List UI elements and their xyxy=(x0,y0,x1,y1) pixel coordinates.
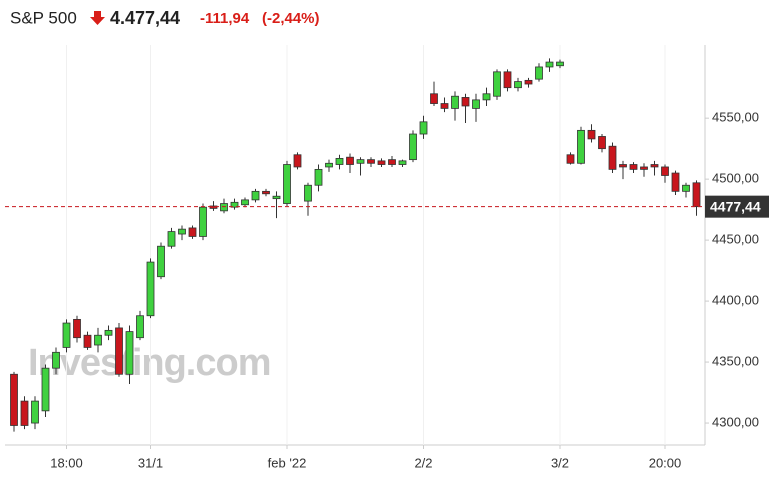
index-name: S&P 500 xyxy=(10,8,77,27)
change-pct: (-2,44%) xyxy=(262,10,320,27)
candle-body xyxy=(104,329,113,336)
candle-body xyxy=(661,166,669,176)
candle-body xyxy=(230,201,239,208)
y-tick-label: 4500,00 xyxy=(712,171,759,186)
candle-body xyxy=(325,162,333,168)
candle-body xyxy=(10,373,18,426)
candle-body xyxy=(493,71,501,97)
candle-body xyxy=(451,95,459,109)
last-price-box xyxy=(705,195,769,218)
y-tick-label: 4300,00 xyxy=(712,414,759,429)
x-tick-label: feb '22 xyxy=(268,455,307,470)
candle-body xyxy=(220,203,228,212)
candle-body xyxy=(472,99,480,109)
candle-body xyxy=(115,327,123,375)
x-tick-label: 2/2 xyxy=(414,455,432,470)
candle-body xyxy=(692,182,701,208)
candle-body xyxy=(619,164,627,168)
candle-body xyxy=(136,315,144,339)
candle-body xyxy=(524,79,533,85)
candle-body xyxy=(545,61,554,68)
candle-body xyxy=(167,231,176,247)
candle-body xyxy=(629,164,638,170)
candle-body xyxy=(419,121,428,135)
candle-body xyxy=(346,156,354,165)
y-tick-label: 4350,00 xyxy=(712,354,759,369)
down-arrow xyxy=(90,11,105,25)
candle-body xyxy=(409,133,417,161)
candle-body xyxy=(20,400,29,426)
x-tick-label: 20:00 xyxy=(649,455,682,470)
candle-body xyxy=(146,261,155,317)
candle-body xyxy=(73,318,81,339)
candle-body xyxy=(293,154,302,168)
candle-body xyxy=(314,168,323,186)
candle-body xyxy=(482,93,491,101)
candle-body xyxy=(41,367,50,412)
candle-body xyxy=(367,159,375,164)
candle-body xyxy=(241,199,249,206)
price: 4.477,44 xyxy=(110,8,180,28)
candle-body xyxy=(188,227,197,237)
candle-body xyxy=(304,184,312,202)
x-tick-label: 31/1 xyxy=(138,455,163,470)
y-tick-label: 4450,00 xyxy=(712,232,759,247)
x-tick-label: 18:00 xyxy=(50,455,83,470)
candle-body xyxy=(461,97,470,107)
y-tick-label: 4550,00 xyxy=(712,110,759,125)
candle-body xyxy=(199,206,207,237)
candle-body xyxy=(157,245,165,278)
candle-body xyxy=(388,159,396,165)
candle-body xyxy=(566,154,575,164)
candle-body xyxy=(94,334,102,346)
candle-body xyxy=(251,190,260,201)
candle-body xyxy=(598,136,606,150)
candle-body xyxy=(356,159,365,164)
candle-body xyxy=(640,166,648,170)
candle-body xyxy=(272,195,281,200)
candle-body xyxy=(283,164,291,204)
candle-body xyxy=(682,184,690,192)
candle-body xyxy=(335,158,344,165)
candle-body xyxy=(83,334,92,348)
candle-body xyxy=(587,129,596,140)
y-tick-label: 4400,00 xyxy=(712,293,759,308)
candle-body xyxy=(577,129,585,164)
candle-body xyxy=(398,160,407,165)
candle-body xyxy=(514,81,522,89)
candle-body xyxy=(125,331,134,375)
watermark: Investing.com xyxy=(28,342,271,384)
candle-body xyxy=(62,322,71,348)
candle-body xyxy=(209,205,218,209)
change: -111,94 xyxy=(200,10,250,27)
candle-body xyxy=(430,93,438,104)
candle-body xyxy=(262,190,270,195)
candle-body xyxy=(503,71,512,89)
candle-body xyxy=(650,164,659,168)
candle-body xyxy=(608,145,617,170)
x-tick-label: 3/2 xyxy=(551,455,569,470)
candle-body xyxy=(377,160,386,165)
candle-body xyxy=(671,172,680,192)
candle-body xyxy=(31,400,39,424)
last-price-label: 4477,44 xyxy=(710,198,761,214)
candle-body xyxy=(178,228,186,235)
candle-body xyxy=(535,66,543,80)
candle-body xyxy=(440,103,449,109)
candle-body xyxy=(556,61,564,67)
candle-body xyxy=(52,351,60,369)
